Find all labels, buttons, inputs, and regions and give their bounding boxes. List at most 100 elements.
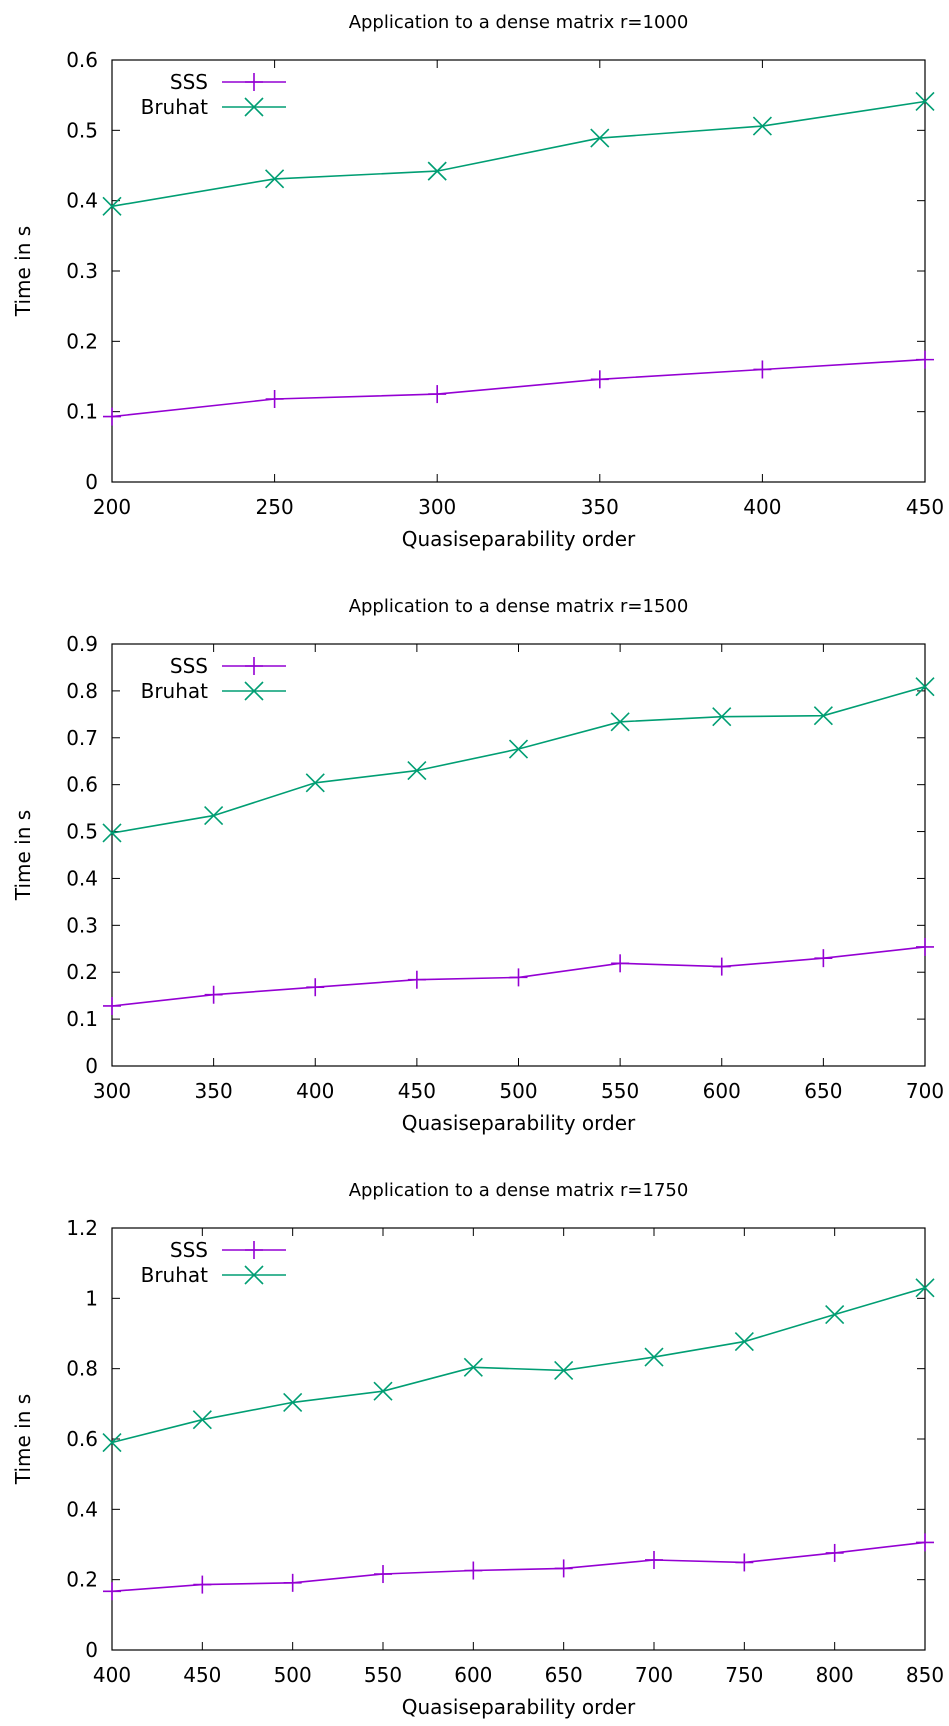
x-axis-label: Quasiseparability order bbox=[402, 1111, 636, 1135]
y-tick-label: 1 bbox=[85, 1286, 98, 1310]
legend-label-bruhat: Bruhat bbox=[141, 95, 209, 119]
data-point bbox=[554, 1360, 574, 1380]
data-point bbox=[265, 169, 285, 189]
legend-label-sss: SSS bbox=[170, 1238, 208, 1262]
legend-swatch-marker bbox=[244, 1265, 264, 1285]
chart-2: Application to a dense matrix r=1500 300 3… bbox=[11, 596, 944, 1135]
marker-stroke bbox=[813, 706, 833, 726]
legend-swatch-marker bbox=[244, 97, 264, 117]
data-point bbox=[204, 985, 223, 1004]
x-tick-label: 450 bbox=[398, 1079, 436, 1103]
legend-swatch-marker bbox=[244, 681, 264, 701]
data-point bbox=[915, 91, 935, 112]
marker-stroke bbox=[610, 712, 630, 732]
series-bruhat bbox=[102, 1278, 935, 1453]
y-tick-label: 0.3 bbox=[66, 913, 98, 937]
data-point bbox=[283, 1573, 302, 1592]
marker-stroke bbox=[590, 128, 610, 148]
y-tick-label: 0.1 bbox=[66, 1007, 98, 1031]
data-point bbox=[103, 996, 121, 1015]
plot-frame bbox=[111, 1227, 926, 1651]
marker-stroke bbox=[915, 677, 935, 697]
data-point bbox=[306, 978, 325, 997]
data-point bbox=[427, 161, 447, 181]
series-sss bbox=[103, 350, 934, 426]
data-point bbox=[814, 949, 833, 968]
data-point bbox=[916, 350, 934, 369]
y-tick-label: 0.2 bbox=[66, 1568, 98, 1592]
data-point bbox=[265, 390, 284, 409]
marker-stroke bbox=[102, 823, 122, 843]
marker-stroke bbox=[734, 1332, 754, 1352]
data-point bbox=[916, 1533, 934, 1552]
x-tick-label: 600 bbox=[703, 1079, 741, 1103]
series-line bbox=[111, 685, 926, 834]
data-point bbox=[103, 1582, 121, 1601]
series-bruhat bbox=[102, 91, 935, 216]
legend-label-bruhat: Bruhat bbox=[141, 679, 209, 703]
data-point bbox=[753, 360, 772, 379]
x-tick-label: 550 bbox=[364, 1663, 402, 1687]
data-point bbox=[610, 712, 630, 732]
y-tick-label: 0 bbox=[85, 1054, 98, 1078]
data-point bbox=[407, 761, 427, 781]
marker-stroke bbox=[305, 773, 325, 793]
y-tick-label: 0.6 bbox=[66, 1427, 98, 1451]
series-line bbox=[111, 1287, 926, 1444]
data-point bbox=[915, 1278, 935, 1298]
legend-label-sss: SSS bbox=[170, 654, 208, 678]
y-tick-label: 0.2 bbox=[66, 960, 98, 984]
x-tick-label: 300 bbox=[93, 1079, 131, 1103]
data-point bbox=[102, 823, 122, 843]
marker-stroke bbox=[712, 707, 732, 727]
data-point bbox=[825, 1304, 845, 1325]
x-axis-label: Quasiseparability order bbox=[402, 1695, 636, 1719]
x-tick-label: 450 bbox=[906, 495, 944, 519]
data-point bbox=[373, 1381, 393, 1401]
marker-stroke bbox=[244, 1265, 264, 1285]
y-tick-label: 0 bbox=[85, 470, 98, 494]
marker-stroke bbox=[825, 1304, 845, 1325]
data-point bbox=[590, 370, 609, 389]
marker-stroke bbox=[265, 169, 285, 189]
y-tick-label: 0.3 bbox=[66, 259, 98, 283]
marker-stroke bbox=[204, 806, 224, 826]
data-point bbox=[463, 1357, 483, 1377]
x-tick-label: 850 bbox=[906, 1663, 944, 1687]
y-tick-label: 0 bbox=[85, 1638, 98, 1662]
data-point bbox=[374, 1565, 392, 1584]
data-point bbox=[508, 739, 529, 759]
data-point bbox=[428, 385, 447, 404]
y-tick-label: 0.5 bbox=[66, 118, 98, 142]
x-tick-label: 700 bbox=[906, 1079, 944, 1103]
marker-stroke bbox=[752, 116, 772, 136]
y-tick-label: 0.4 bbox=[66, 866, 98, 890]
y-tick-label: 0.1 bbox=[66, 400, 98, 424]
y-tick-label: 0.4 bbox=[66, 1497, 98, 1521]
marker-stroke bbox=[102, 196, 122, 216]
data-point bbox=[752, 116, 772, 136]
chart-1: Application to a dense matrix r=1000 200 2… bbox=[11, 12, 944, 551]
x-tick-label: 650 bbox=[804, 1079, 842, 1103]
y-tick-label: 0.8 bbox=[66, 679, 98, 703]
y-tick-label: 0.7 bbox=[66, 726, 98, 750]
legend-label-sss: SSS bbox=[170, 70, 208, 94]
marker-stroke bbox=[554, 1360, 574, 1380]
y-tick-label: 1.2 bbox=[66, 1216, 98, 1240]
plot-frame bbox=[111, 643, 926, 1067]
data-point bbox=[734, 1332, 754, 1352]
data-point bbox=[509, 968, 528, 987]
marker-stroke bbox=[373, 1381, 393, 1401]
x-tick-label: 750 bbox=[725, 1663, 763, 1687]
data-point bbox=[305, 773, 325, 793]
data-point bbox=[464, 1561, 483, 1580]
x-tick-label: 500 bbox=[274, 1663, 312, 1687]
data-point bbox=[825, 1543, 844, 1562]
data-point bbox=[554, 1559, 573, 1578]
x-tick-label: 350 bbox=[581, 495, 619, 519]
x-tick-label: 550 bbox=[601, 1079, 639, 1103]
marker-stroke bbox=[192, 1410, 212, 1430]
y-tick-label: 0.2 bbox=[66, 329, 98, 353]
legend-swatch-marker bbox=[245, 1241, 263, 1259]
